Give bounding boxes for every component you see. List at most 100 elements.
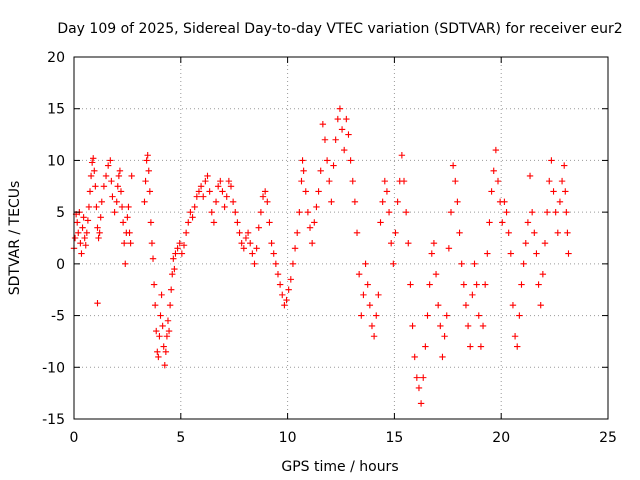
data-point: [202, 177, 209, 185]
data-point: [88, 159, 96, 166]
data-point: [151, 302, 159, 309]
data-point: [349, 177, 356, 185]
data-point: [268, 239, 275, 247]
data-point: [390, 260, 397, 268]
data-point: [562, 188, 569, 195]
data-point: [253, 245, 260, 252]
data-point: [484, 250, 491, 257]
data-point: [81, 234, 88, 242]
data-point: [526, 172, 534, 180]
data-point: [117, 188, 125, 195]
data-point: [407, 281, 414, 288]
data-point: [499, 219, 506, 226]
data-point: [244, 229, 252, 237]
data-point: [148, 239, 156, 247]
data-point: [516, 312, 523, 319]
data-point: [210, 219, 218, 226]
data-point: [90, 155, 97, 162]
data-point: [469, 291, 476, 299]
data-point: [171, 265, 178, 273]
data-point: [447, 208, 455, 216]
data-point: [96, 229, 103, 237]
x-tick-label: 15: [385, 430, 403, 446]
data-point: [176, 239, 183, 247]
data-point: [514, 343, 521, 350]
data-point: [193, 193, 201, 200]
data-point: [439, 353, 446, 361]
data-point: [561, 162, 568, 169]
data-point: [509, 302, 517, 309]
x-tick-label: 20: [492, 430, 510, 446]
data-point: [93, 203, 100, 211]
data-point: [381, 177, 388, 185]
data-point: [208, 208, 215, 216]
data-point: [255, 224, 262, 231]
data-point: [204, 172, 211, 180]
data-point: [87, 172, 95, 180]
data-point: [77, 239, 84, 247]
data-point: [187, 208, 194, 216]
data-point: [109, 193, 116, 200]
data-point: [144, 152, 151, 159]
data-point: [146, 188, 154, 195]
data-point: [490, 167, 497, 174]
data-point: [94, 224, 101, 231]
data-point: [308, 239, 316, 247]
data-point: [142, 177, 149, 185]
data-point: [319, 121, 327, 128]
data-point: [387, 239, 395, 247]
data-point: [294, 229, 301, 237]
data-point: [298, 177, 305, 185]
data-point: [564, 229, 571, 237]
data-point: [169, 271, 176, 278]
data-point: [119, 219, 127, 226]
data-point: [430, 239, 438, 247]
data-point: [411, 353, 418, 361]
data-point: [539, 271, 547, 278]
data-point: [299, 157, 306, 164]
data-point: [443, 312, 450, 319]
data-point: [507, 250, 515, 257]
data-point: [486, 219, 493, 226]
data-point: [454, 198, 461, 205]
data-point: [114, 183, 121, 190]
data-point: [78, 250, 85, 257]
data-point: [481, 281, 489, 288]
data-point: [531, 229, 538, 237]
data-point: [488, 188, 495, 195]
data-point: [550, 188, 557, 195]
data-point: [283, 296, 290, 304]
data-point: [240, 245, 248, 252]
data-point: [471, 260, 478, 268]
data-point: [164, 317, 172, 324]
data-point: [161, 362, 168, 369]
data-point: [191, 203, 198, 211]
data-point: [518, 281, 525, 288]
data-point: [449, 162, 457, 169]
data-point: [400, 177, 408, 185]
data-point: [108, 177, 115, 185]
x-tick-label: 0: [70, 430, 79, 446]
data-point: [432, 271, 440, 278]
data-point: [200, 193, 207, 200]
data-point: [155, 353, 162, 361]
data-point: [128, 172, 135, 180]
data-point: [379, 198, 386, 205]
data-point: [124, 214, 131, 221]
data-point: [157, 312, 164, 319]
data-point: [332, 136, 339, 143]
data-point: [422, 343, 429, 350]
data-point: [91, 167, 98, 174]
data-point: [341, 146, 348, 154]
data-point: [343, 115, 350, 123]
data-point: [323, 157, 331, 164]
data-point: [524, 219, 532, 226]
data-point: [236, 229, 243, 237]
data-point: [197, 183, 205, 190]
data-point: [394, 198, 401, 205]
data-point: [291, 245, 299, 252]
data-point: [127, 239, 134, 247]
data-point: [558, 177, 566, 185]
data-point: [266, 219, 273, 226]
data-point: [116, 167, 124, 174]
